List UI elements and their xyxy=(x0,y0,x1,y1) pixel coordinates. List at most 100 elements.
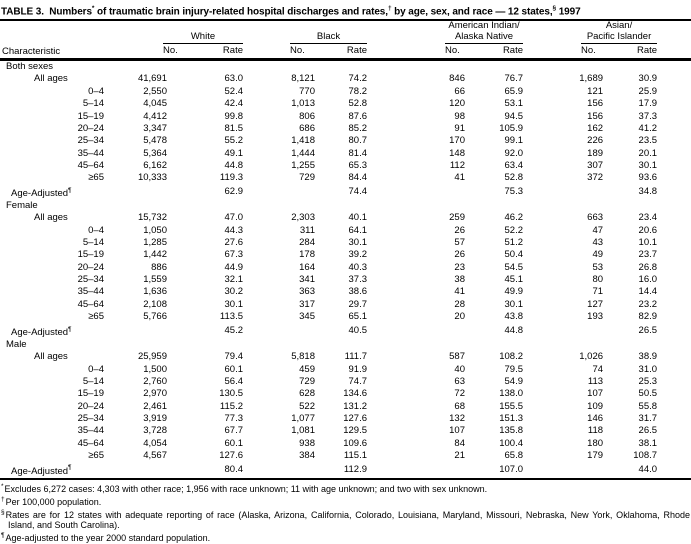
table-cell: 54.5 xyxy=(504,261,524,273)
table-cell: 1,636 xyxy=(143,286,167,298)
table-cell: 1,559 xyxy=(143,274,167,286)
table-cell: 74.4 xyxy=(348,186,368,198)
spacer-cell xyxy=(657,299,691,311)
table-cell: 44.9 xyxy=(224,261,244,273)
table-cell: 4,412 xyxy=(143,110,167,122)
table-cell: 2,108 xyxy=(143,298,167,310)
table-cell: 78.2 xyxy=(348,85,368,97)
table-row: 5–14 1,285 27.6 284 30.1 57 51.2 43 10.1 xyxy=(0,237,691,249)
table-cell: 26 xyxy=(454,249,465,261)
table-cell: 307 xyxy=(587,159,604,171)
table-cell: 25,959 xyxy=(137,351,167,363)
table-cell: 37.3 xyxy=(638,110,658,122)
table-row: All ages 25,959 79.4 5,818 111.7 587 108.2 1,02… xyxy=(0,351,691,363)
table-cell: 62.9 xyxy=(224,186,244,198)
rate-column-header: Rate xyxy=(222,45,243,57)
table-row: ≥65 5,766 113.5 345 65.1 20 43.8 193 82.9 xyxy=(0,311,691,323)
table-cell: 28 xyxy=(454,298,465,310)
table-cell: 130.5 xyxy=(219,388,243,400)
table-cell xyxy=(367,462,465,480)
table-cell: 91 xyxy=(454,122,465,134)
table-cell: 189 xyxy=(587,147,604,159)
table-cell: 162 xyxy=(587,122,604,134)
spacer-cell xyxy=(657,212,691,224)
table-cell: 49.1 xyxy=(224,147,244,159)
spacer-cell xyxy=(657,237,691,249)
table-cell: 23 xyxy=(454,261,465,273)
table-cell: 4,045 xyxy=(143,98,167,110)
table-cell: 113 xyxy=(587,376,604,388)
table-body: Both sexes All ages 41,691 63.0 8,121 74.2 846… xyxy=(0,60,691,480)
table-cell: 40 xyxy=(454,363,465,375)
table-cell: 25.3 xyxy=(638,376,658,388)
row-label: 5–14 xyxy=(82,237,104,249)
row-label: 25–34 xyxy=(77,413,104,425)
table-cell: 31.7 xyxy=(638,413,658,425)
table-cell: 63.4 xyxy=(504,159,524,171)
table-cell: 74 xyxy=(592,363,604,375)
table-cell: 15,732 xyxy=(137,212,167,224)
table-cell: 50.5 xyxy=(638,388,658,400)
table-cell xyxy=(243,185,315,201)
table-cell: 121 xyxy=(587,85,604,97)
table-cell: 79.4 xyxy=(224,351,244,363)
table-cell: 729 xyxy=(299,376,315,388)
table-cell: 1,077 xyxy=(291,413,315,425)
spacer-cell xyxy=(657,123,691,135)
table-cell: 84 xyxy=(454,437,465,449)
table-cell: 65.3 xyxy=(348,159,368,171)
table-cell: 53.1 xyxy=(504,98,524,110)
table-cell: 39.2 xyxy=(348,249,368,261)
footnote: †Per 100,000 population. xyxy=(1,495,102,507)
spacer-cell xyxy=(657,286,691,298)
table-cell: 2,303 xyxy=(291,212,315,224)
footnote-marker-pilcrow: ¶ xyxy=(68,325,72,333)
race-group-label: Black xyxy=(290,31,367,45)
table-cell: 113.5 xyxy=(219,311,243,323)
table-cell: 109.6 xyxy=(343,437,367,449)
rate-column-header: Rate xyxy=(346,45,367,57)
row-label: Age-Adjusted¶ xyxy=(0,462,118,480)
table-cell: 23.2 xyxy=(638,298,658,310)
table-cell: 1,013 xyxy=(291,98,315,110)
no-column-header: No. xyxy=(163,45,178,57)
footnote-marker: § xyxy=(1,508,5,516)
spacer-cell xyxy=(657,262,691,274)
section-row: Male xyxy=(0,339,691,351)
footnote-marker-pilcrow: ¶ xyxy=(68,464,72,472)
table-row: 15–19 1,442 67.3 178 39.2 26 50.4 49 23.7 xyxy=(0,249,691,261)
table-cell: 151.3 xyxy=(499,413,524,425)
table-cell: 30.1 xyxy=(638,159,658,171)
table-cell: 2,970 xyxy=(143,388,167,400)
footnote-marker-dagger: † xyxy=(387,5,392,12)
race-group-header: Black No. Rate xyxy=(243,21,367,62)
table-row: 0–4 1,500 60.1 459 91.9 40 79.5 74 31.0 xyxy=(0,364,691,376)
table-cell: 193 xyxy=(587,311,604,323)
table-cell: 74.2 xyxy=(348,73,368,85)
table-cell: 44.3 xyxy=(224,224,244,236)
row-label: 20–24 xyxy=(77,122,104,134)
table-cell: 459 xyxy=(299,363,315,375)
table-cell: 127.6 xyxy=(343,413,367,425)
table-cell: 85.2 xyxy=(348,122,368,134)
table-row: 35–44 3,728 67.7 1,081 129.5 107 135.8 118 26.5 xyxy=(0,425,691,437)
table-cell: 10.1 xyxy=(638,237,658,249)
row-label: 20–24 xyxy=(77,261,104,273)
table-cell: 729 xyxy=(299,172,315,184)
table-cell: 56.4 xyxy=(224,376,244,388)
table-cell: 77.3 xyxy=(224,413,244,425)
table-cell: 341 xyxy=(299,274,315,286)
table-cell: 16.0 xyxy=(638,274,658,286)
table-row: 20–24 886 44.9 164 40.3 23 54.5 53 26.8 xyxy=(0,262,691,274)
rate-column-header: Rate xyxy=(636,45,658,57)
table-cell: 38 xyxy=(454,274,465,286)
row-label: Age-Adjusted¶ xyxy=(11,186,72,199)
table-cell: 81.4 xyxy=(348,147,368,159)
table-cell: 44.8 xyxy=(504,325,524,337)
table-cell: 29.7 xyxy=(348,298,368,310)
table-cell: 938 xyxy=(299,437,315,449)
table-cell: 109 xyxy=(587,400,604,412)
table-cell xyxy=(118,462,167,480)
table-cell: 317 xyxy=(299,298,315,310)
table-cell: 686 xyxy=(299,122,315,134)
